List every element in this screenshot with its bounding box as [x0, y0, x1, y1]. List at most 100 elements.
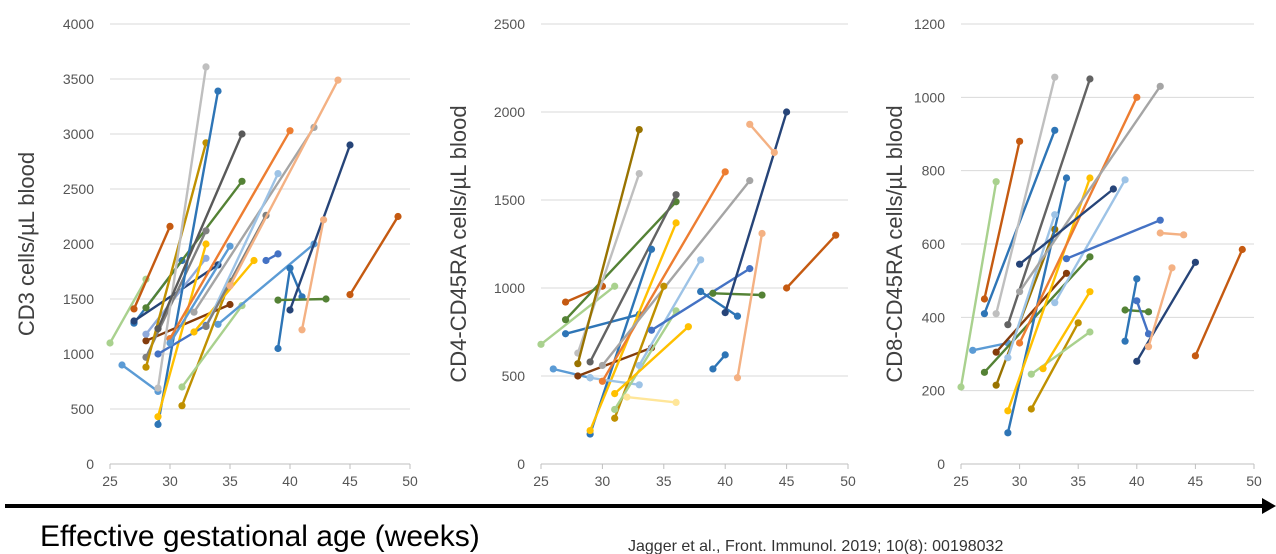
series-line	[156, 66, 208, 389]
data-point	[142, 337, 150, 345]
x-axis-label: Effective gestational age (weeks)	[40, 520, 480, 553]
series-13	[598, 168, 729, 385]
data-point	[250, 256, 258, 265]
series-27	[1191, 245, 1246, 360]
data-point	[190, 308, 198, 316]
data-point	[1062, 174, 1071, 182]
data-point	[238, 130, 246, 138]
data-point	[561, 330, 570, 338]
series-line	[180, 280, 232, 407]
data-point	[166, 222, 174, 230]
series-line	[1018, 85, 1162, 293]
data-point	[202, 240, 210, 248]
series-line	[1006, 177, 1092, 412]
y-tick-label: 1000	[494, 280, 525, 296]
series-line	[181, 304, 243, 388]
data-point	[190, 328, 198, 336]
series-line	[121, 364, 159, 393]
data-point	[1016, 339, 1024, 347]
chart-panel-2: 0 500 1000 1500 2000 2500 25 30 35 40 45 50 CD4-CD45…	[446, 16, 856, 489]
data-point	[130, 305, 138, 313]
series-21	[1121, 306, 1153, 316]
series-9	[1004, 75, 1094, 329]
series-line	[1194, 249, 1244, 357]
x-tick-label: 45	[342, 473, 358, 489]
data-point	[672, 191, 680, 199]
data-point	[202, 322, 210, 331]
series-line	[564, 200, 677, 321]
series-5	[980, 253, 1094, 376]
data-point	[992, 381, 1000, 389]
data-point	[1121, 176, 1129, 184]
data-point	[611, 405, 619, 414]
series-line	[736, 233, 764, 379]
series-line	[168, 245, 232, 344]
data-point	[274, 296, 282, 304]
data-point	[322, 295, 330, 303]
series-line	[995, 272, 1068, 353]
data-point	[166, 339, 174, 347]
data-point	[1156, 216, 1164, 224]
data-point	[1086, 328, 1094, 336]
series-29	[286, 141, 354, 314]
series-line	[204, 173, 280, 328]
data-point	[746, 265, 754, 273]
data-point	[1144, 330, 1153, 338]
data-point	[957, 383, 965, 391]
series-18	[623, 393, 680, 406]
series-26	[1156, 229, 1188, 239]
series-line	[277, 297, 327, 302]
series-12	[1004, 211, 1059, 362]
series-22	[1121, 275, 1141, 345]
data-point	[623, 393, 631, 401]
data-point	[154, 384, 162, 392]
data-point	[1191, 258, 1199, 266]
data-point	[980, 295, 989, 303]
data-point	[746, 177, 754, 185]
citation: Jagger et al., Front. Immunol. 2019; 10(…	[628, 538, 1003, 554]
data-point	[746, 120, 754, 128]
data-point	[832, 231, 840, 239]
data-point	[635, 381, 643, 389]
series-line	[589, 194, 678, 363]
series-line	[613, 310, 678, 411]
series-line	[553, 367, 591, 379]
x-tick-label: 50	[1246, 473, 1262, 489]
data-point	[286, 127, 294, 135]
data-point	[298, 326, 306, 334]
data-point	[721, 168, 729, 176]
series-26	[262, 250, 282, 265]
y-tick-label: 500	[71, 401, 95, 417]
series-18	[178, 277, 234, 410]
data-point	[118, 361, 126, 369]
series-line	[576, 129, 641, 365]
data-point	[1133, 93, 1141, 101]
data-point	[1039, 365, 1047, 373]
series-line	[748, 123, 776, 154]
data-point	[672, 219, 680, 227]
series-20	[1062, 216, 1164, 263]
series-line	[1147, 267, 1174, 348]
data-point	[635, 126, 643, 134]
series-21	[697, 287, 742, 320]
y-tick-label: 800	[922, 163, 946, 179]
data-point	[721, 351, 729, 359]
series-line	[983, 255, 1091, 374]
data-point	[202, 63, 210, 71]
x-tick-label: 30	[162, 473, 178, 489]
series-line	[724, 111, 788, 313]
series-8	[574, 126, 643, 368]
series-26	[746, 120, 778, 157]
series-24	[721, 108, 791, 317]
data-point	[561, 316, 570, 324]
series-22	[709, 351, 729, 373]
data-point	[202, 254, 210, 262]
data-point	[611, 390, 619, 398]
data-point	[586, 426, 594, 435]
series-line	[228, 79, 340, 287]
data-point	[709, 289, 717, 297]
data-point	[586, 358, 594, 366]
data-point	[130, 317, 138, 325]
data-point	[783, 284, 791, 292]
series-line	[168, 130, 292, 340]
